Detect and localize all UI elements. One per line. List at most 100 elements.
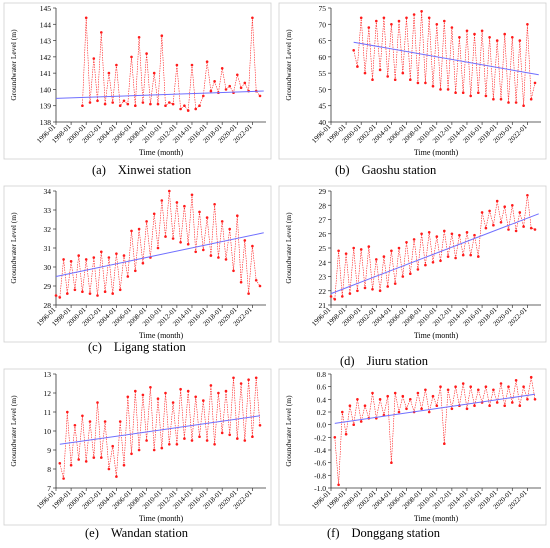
data-point [371, 288, 374, 291]
data-point [171, 237, 175, 240]
data-point [69, 260, 73, 263]
y-tick-label: 141 [40, 69, 52, 78]
y-tick-label: 32 [44, 225, 52, 234]
y-tick-label: 13 [44, 370, 52, 379]
data-point [126, 395, 130, 399]
panel-b: 40 45 50 55 60 65 70 75 1996-01 1998-01 2000-01 200… [275, 0, 550, 183]
data-point [186, 389, 190, 393]
panel-frame [3, 185, 272, 343]
panel-frame [3, 2, 272, 160]
series-line [82, 17, 261, 112]
data-point [458, 36, 461, 39]
data-point [333, 298, 337, 301]
y-tick-label: 10 [44, 427, 52, 436]
data-point [141, 101, 145, 104]
data-point [81, 414, 84, 418]
data-point [427, 410, 431, 414]
y-tick-label: -0.2 [314, 433, 326, 442]
data-point [62, 258, 65, 261]
data-point [416, 391, 420, 395]
data-point [461, 382, 465, 385]
data-point [103, 290, 107, 293]
y-tick-label: 40 [319, 118, 327, 127]
panel-a: 138 139 140 141 142 143 144 145 1996-01 1998-01 20… [0, 0, 275, 183]
data-point [186, 242, 190, 246]
caption-f-station: Donggang station [351, 526, 441, 540]
data-point [465, 29, 469, 33]
data-point [348, 292, 352, 295]
data-point [100, 456, 103, 459]
trend-line [330, 213, 539, 295]
data-point [236, 214, 239, 217]
data-point [409, 272, 412, 275]
data-point [507, 385, 510, 388]
data-point [107, 467, 111, 471]
data-point [469, 385, 472, 388]
data-point [473, 404, 476, 407]
data-point [156, 397, 160, 400]
data-point [337, 249, 340, 253]
data-point [458, 233, 461, 237]
data-point [160, 34, 164, 37]
data-point [111, 101, 114, 104]
y-tick-label: 70 [319, 20, 327, 29]
data-point [511, 36, 514, 39]
data-point [149, 102, 152, 106]
data-point [473, 32, 476, 36]
data-point [473, 233, 476, 237]
data-point [416, 81, 420, 85]
chart-b: 40455055606570751996-011998-012000-01200… [278, 2, 547, 160]
panel-frame [3, 368, 272, 526]
data-point [168, 101, 171, 104]
data-point [186, 109, 190, 112]
data-point [168, 443, 171, 446]
y-tick-label: 24 [319, 258, 327, 267]
caption-f-label: (f) [327, 526, 340, 540]
y-tick-label: 0.4 [317, 395, 327, 404]
data-point [236, 437, 239, 440]
data-point [134, 269, 137, 273]
data-point [84, 460, 88, 463]
data-point [126, 275, 130, 278]
data-point [247, 292, 250, 295]
data-point [88, 101, 92, 104]
data-point [495, 401, 499, 404]
data-point [205, 60, 209, 63]
y-tick-label: 23 [319, 273, 327, 282]
data-point [488, 404, 491, 407]
data-point [390, 23, 393, 26]
data-point [371, 78, 374, 81]
data-point [529, 226, 533, 230]
y-tick-label: 0.8 [317, 370, 327, 379]
data-point [220, 220, 224, 223]
data-point [333, 436, 337, 439]
y-tick-label: 8 [47, 465, 51, 474]
x-axis-title: Time (month) [139, 331, 184, 340]
data-point [529, 97, 533, 101]
data-point [198, 435, 201, 438]
chart-c: 282930313233341996-011998-012000-012002-… [3, 185, 272, 343]
data-point [480, 211, 484, 214]
data-point [84, 258, 88, 261]
data-point [251, 244, 254, 248]
y-tick-label: 145 [40, 4, 52, 13]
data-point [363, 71, 367, 75]
data-point [386, 394, 389, 398]
data-point [145, 220, 148, 223]
y-tick-label: 29 [319, 187, 327, 196]
data-point [341, 410, 344, 414]
data-point [115, 475, 118, 478]
x-axis-title: Time (month) [414, 331, 459, 340]
data-point [92, 57, 96, 60]
y-axis-title: Groundwater Level (m) [9, 212, 18, 284]
data-point [58, 462, 62, 465]
data-point [397, 19, 401, 23]
data-point [156, 102, 160, 106]
data-point [107, 71, 111, 75]
data-point [382, 255, 386, 258]
y-tick-label: -0.4 [314, 446, 326, 455]
data-point [529, 375, 533, 379]
data-point [103, 102, 107, 106]
data-point [77, 254, 80, 257]
series-line [330, 195, 536, 300]
